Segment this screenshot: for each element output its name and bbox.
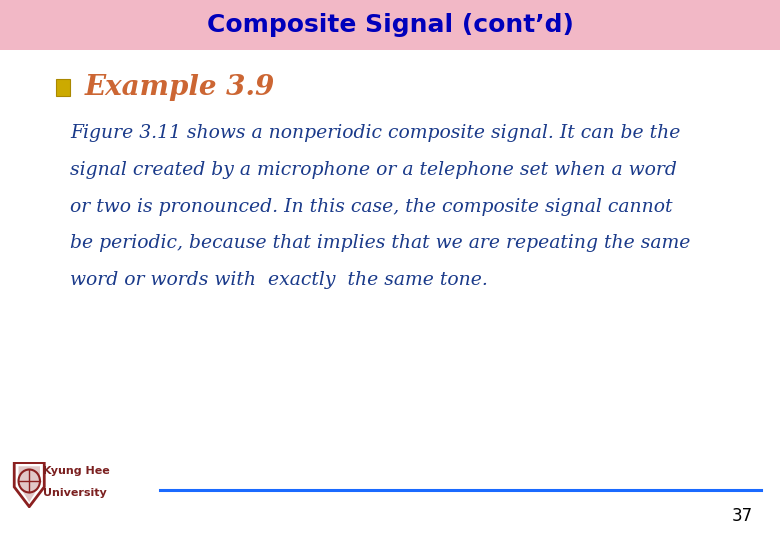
- Text: be periodic, because that implies that we are repeating the same: be periodic, because that implies that w…: [70, 234, 690, 252]
- Text: signal created by a microphone or a telephone set when a word: signal created by a microphone or a tele…: [70, 161, 677, 179]
- Text: Example 3.9: Example 3.9: [84, 74, 275, 101]
- Text: Composite Signal (cont’d): Composite Signal (cont’d): [207, 13, 573, 37]
- Text: Kyung Hee: Kyung Hee: [43, 466, 110, 476]
- Polygon shape: [19, 466, 40, 502]
- Text: word or words with  exactly  the same tone.: word or words with exactly the same tone…: [70, 271, 488, 289]
- Text: 37: 37: [732, 507, 753, 525]
- Text: University: University: [43, 488, 107, 498]
- Text: Figure 3.11 shows a nonperiodic composite signal. It can be the: Figure 3.11 shows a nonperiodic composit…: [70, 124, 681, 142]
- Text: or two is pronounced. In this case, the composite signal cannot: or two is pronounced. In this case, the …: [70, 198, 672, 215]
